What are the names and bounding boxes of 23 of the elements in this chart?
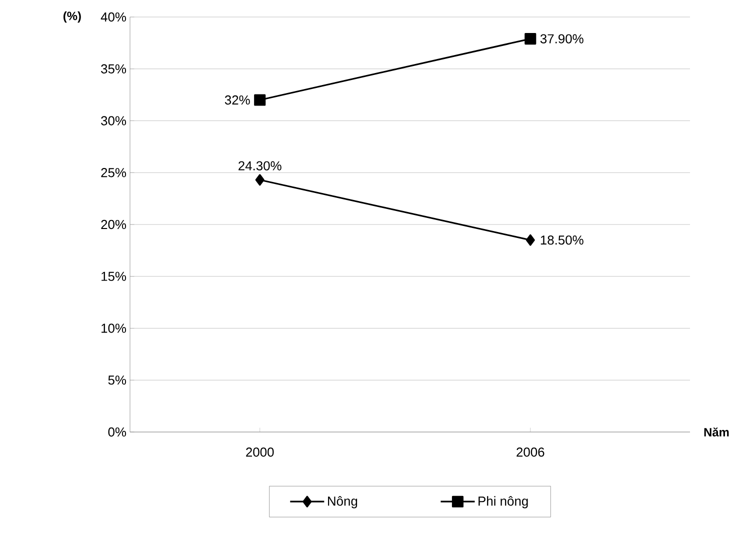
x-tick-label: 2006 (516, 448, 544, 457)
y-tick-label: 5% (108, 376, 126, 385)
point (526, 234, 535, 246)
y-tick-label: 20% (101, 220, 126, 230)
y-tick-label: 40% (100, 12, 126, 22)
y-tick-label: 10% (102, 324, 126, 333)
point (254, 94, 266, 106)
y-tick-label: 0% (108, 427, 126, 437)
y-tick-label: 35% (101, 64, 126, 74)
x-axis-title: Năm (704, 428, 729, 436)
y-tick-label: 30% (101, 116, 126, 126)
point (255, 174, 264, 186)
data-label: 37.90% (540, 34, 584, 44)
data-label: 24.30% (238, 161, 282, 170)
y-tick-label: 25% (101, 168, 126, 178)
point (524, 33, 536, 45)
data-label: 18.50% (540, 235, 584, 245)
data-label: 32% (224, 95, 250, 105)
legend-label: Phi nông (478, 496, 528, 508)
x-tick-label: 2000 (246, 448, 274, 457)
legend-label: Nông (328, 496, 358, 508)
y-tick-label: 15% (102, 272, 126, 281)
y-axis-title: (%) (63, 11, 81, 23)
